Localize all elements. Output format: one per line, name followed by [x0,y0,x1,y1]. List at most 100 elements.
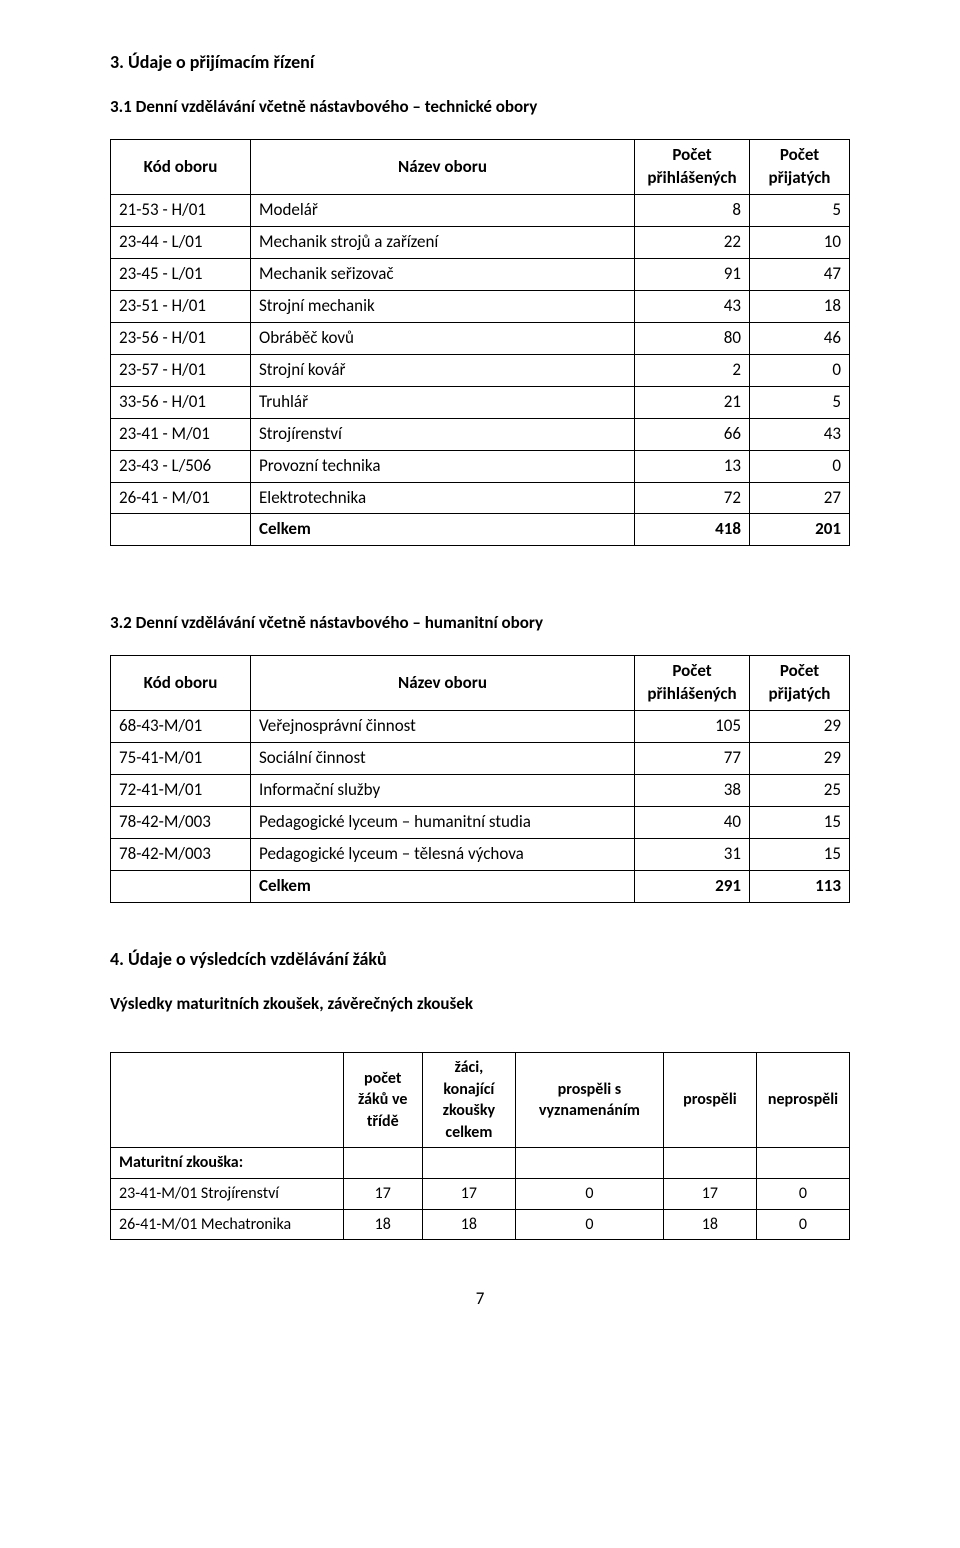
cell-applied: 22 [635,227,750,259]
cell-accepted: 29 [750,711,850,743]
cell-accepted: 43 [750,418,850,450]
cell-applied: 66 [635,418,750,450]
th-code: Kód oboru [111,656,251,711]
cell-value: 0 [756,1179,849,1210]
table-row: 23-44 - L/01Mechanik strojů a zařízení22… [111,227,850,259]
cell-accepted: 27 [750,482,850,514]
cell-code: 21-53 - H/01 [111,195,251,227]
th-applied: Počet přihlášených [635,656,750,711]
cell-total-applied: 418 [635,514,750,546]
cell-maturitni-label: Maturitní zkouška: [111,1148,344,1179]
cell-accepted: 10 [750,227,850,259]
cell-value: 18 [422,1209,515,1240]
cell-accepted: 46 [750,322,850,354]
cell-code: 23-56 - H/01 [111,322,251,354]
cell-name: Mechanik strojů a zařízení [251,227,635,259]
table-row: 23-41-M/01 Strojírenství17170170 [111,1179,850,1210]
cell-applied: 80 [635,322,750,354]
table-row: 72-41-M/01Informační služby3825 [111,775,850,807]
section-3-2-heading: 3.2 Denní vzdělávání včetně nástavbového… [110,612,850,635]
th-honors: prospěli s vyznamenáním [515,1053,663,1148]
cell-total-accepted: 201 [750,514,850,546]
cell-code: 23-41 - M/01 [111,418,251,450]
cell-value: 17 [422,1179,515,1210]
cell-name: Modelář [251,195,635,227]
cell-applied: 38 [635,775,750,807]
cell-applied: 77 [635,743,750,775]
table-vysledky-zkousek: počet žáků ve třídě žáci, konající zkouš… [110,1052,850,1240]
cell-code: 23-44 - L/01 [111,227,251,259]
cell-accepted: 29 [750,743,850,775]
th-passed: prospěli [663,1053,756,1148]
cell-code: 72-41-M/01 [111,775,251,807]
cell-value: 17 [663,1179,756,1210]
cell-value: 0 [515,1209,663,1240]
table-row: 23-41 - M/01Strojírenství6643 [111,418,850,450]
cell-applied: 31 [635,838,750,870]
row-maturitni-label: Maturitní zkouška: [111,1148,850,1179]
cell-code: 23-45 - L/01 [111,258,251,290]
th-name: Název oboru [251,656,635,711]
cell-name: Informační služby [251,775,635,807]
table-row: 26-41 - M/01Elektrotechnika7227 [111,482,850,514]
th-accepted: Počet přijatých [750,656,850,711]
th-blank [111,1053,344,1148]
cell-name: Pedagogické lyceum – humanitní studia [251,807,635,839]
cell-applied: 8 [635,195,750,227]
table-row: 23-56 - H/01Obráběč kovů8046 [111,322,850,354]
cell-value: 18 [663,1209,756,1240]
table-technicke-obory: Kód oboru Název oboru Počet přihlášených… [110,139,850,546]
cell-applied: 21 [635,386,750,418]
cell-name: Provozní technika [251,450,635,482]
table-row: 23-45 - L/01Mechanik seřizovač9147 [111,258,850,290]
cell-applied: 13 [635,450,750,482]
cell-code: 75-41-M/01 [111,743,251,775]
cell-applied: 2 [635,354,750,386]
cell-code: 78-42-M/003 [111,807,251,839]
cell-code: 23-51 - H/01 [111,290,251,322]
cell-value: 0 [756,1209,849,1240]
cell-code: 26-41 - M/01 [111,482,251,514]
cell-accepted: 18 [750,290,850,322]
cell-accepted: 47 [750,258,850,290]
cell-total-applied: 291 [635,870,750,902]
th-taking: žáci, konající zkoušky celkem [422,1053,515,1148]
cell-name: Elektrotechnika [251,482,635,514]
cell-value: 0 [515,1179,663,1210]
cell-accepted: 0 [750,354,850,386]
cell-label: 23-41-M/01 Strojírenství [111,1179,344,1210]
table-row-total: Celkem291113 [111,870,850,902]
cell-name: Strojní mechanik [251,290,635,322]
cell-name: Mechanik seřizovač [251,258,635,290]
cell-accepted: 5 [750,386,850,418]
cell-applied: 105 [635,711,750,743]
cell-accepted: 15 [750,838,850,870]
table-row: 33-56 - H/01Truhlář215 [111,386,850,418]
table-row: 68-43-M/01Veřejnosprávní činnost10529 [111,711,850,743]
th-code: Kód oboru [111,140,251,195]
cell-total-label: Celkem [251,514,635,546]
table-row: 26-41-M/01 Mechatronika18180180 [111,1209,850,1240]
section-3-1-heading: 3.1 Denní vzdělávání včetně nástavbového… [110,96,850,119]
cell-name: Pedagogické lyceum – tělesná výchova [251,838,635,870]
cell-applied: 40 [635,807,750,839]
th-name: Název oboru [251,140,635,195]
cell-name: Veřejnosprávní činnost [251,711,635,743]
th-applied: Počet přihlášených [635,140,750,195]
page-number: 7 [110,1288,850,1311]
cell-accepted: 15 [750,807,850,839]
cell-total-accepted: 113 [750,870,850,902]
cell-label: 26-41-M/01 Mechatronika [111,1209,344,1240]
cell-value: 18 [343,1209,422,1240]
table-row: 23-43 - L/506Provozní technika130 [111,450,850,482]
table-row: 78-42-M/003Pedagogické lyceum – humanitn… [111,807,850,839]
cell-accepted: 5 [750,195,850,227]
section-4-heading: 4. Údaje o výsledcích vzdělávání žáků [110,947,850,971]
table-row-total: Celkem418201 [111,514,850,546]
table-row: 23-51 - H/01Strojní mechanik4318 [111,290,850,322]
cell-applied: 91 [635,258,750,290]
cell-accepted: 0 [750,450,850,482]
section-4-subtitle: Výsledky maturitních zkoušek, závěrečnýc… [110,993,850,1016]
cell-name: Sociální činnost [251,743,635,775]
th-count: počet žáků ve třídě [343,1053,422,1148]
